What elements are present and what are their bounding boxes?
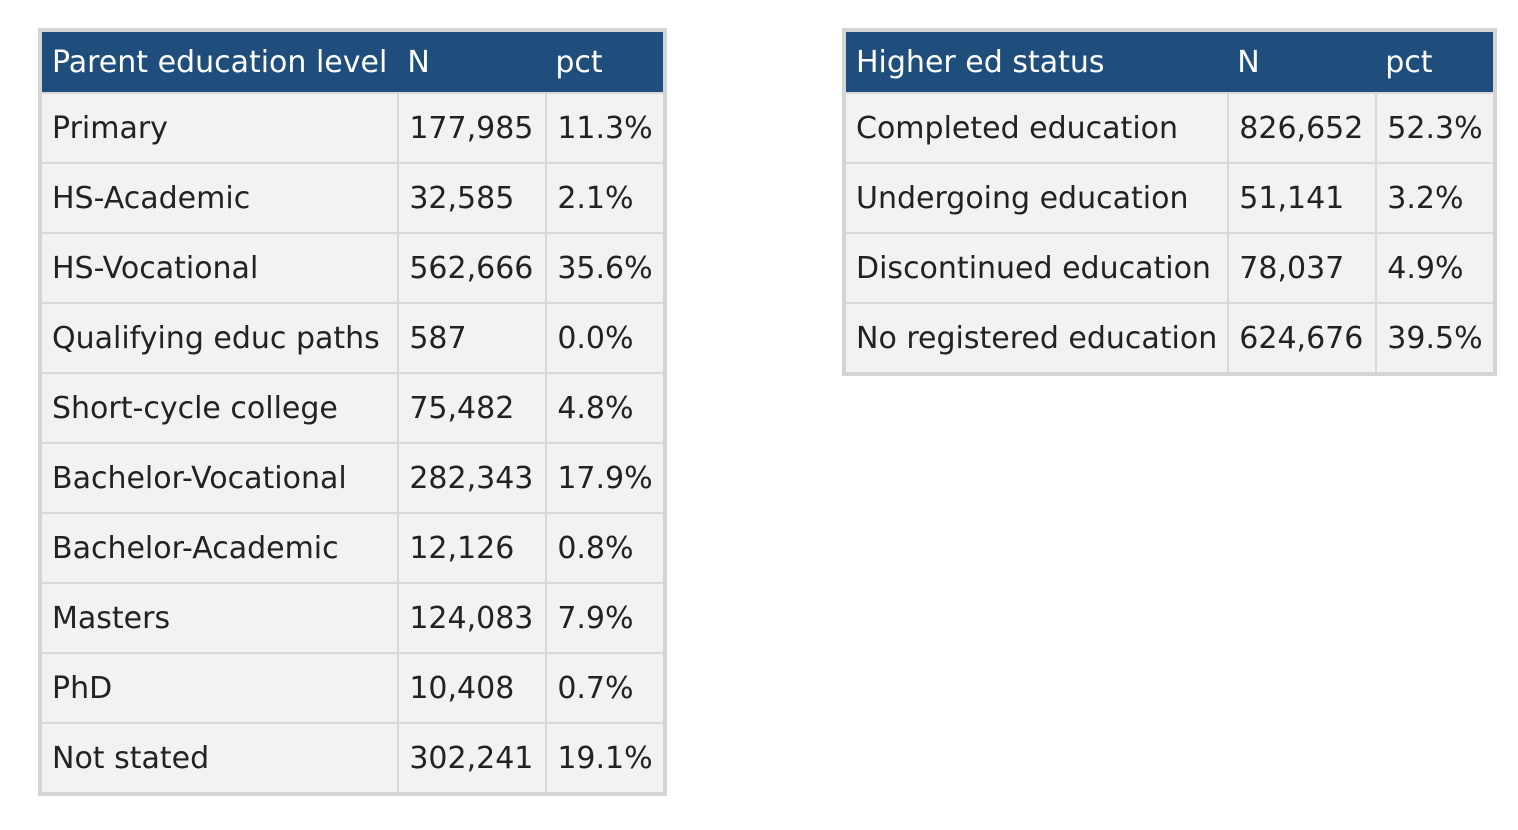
count-cell: 177,985 [397, 92, 546, 162]
count-cell: 282,343 [397, 442, 546, 512]
percent-cell: 4.8% [545, 372, 664, 442]
category-cell: HS-Vocational [42, 232, 398, 302]
column-header-n: N [1227, 32, 1376, 92]
parent-education-table-frame: Parent education level N pct Primary 177,… [38, 28, 668, 796]
category-cell: Bachelor-Vocational [42, 442, 398, 512]
table-header-row: Parent education level N pct [42, 32, 664, 92]
table-row: Bachelor-Vocational 282,343 17.9% [42, 442, 664, 512]
percent-cell: 39.5% [1375, 302, 1494, 372]
table-row: Qualifying educ paths 587 0.0% [42, 302, 664, 372]
column-header-pct: pct [545, 32, 664, 92]
higher-ed-table-frame: Higher ed status N pct Completed educati… [842, 28, 1498, 376]
column-header-n: N [397, 32, 546, 92]
count-cell: 12,126 [397, 512, 546, 582]
column-header-pct: pct [1375, 32, 1494, 92]
column-header-parent-education-level: Parent education level [42, 32, 398, 92]
category-cell: No registered education [846, 302, 1228, 372]
table-row: HS-Academic 32,585 2.1% [42, 162, 664, 232]
percent-cell: 52.3% [1375, 92, 1494, 162]
table-row: Discontinued education 78,037 4.9% [846, 232, 1494, 302]
percent-cell: 0.8% [545, 512, 664, 582]
category-cell: Discontinued education [846, 232, 1228, 302]
percent-cell: 7.9% [545, 582, 664, 652]
table-row: Not stated 302,241 19.1% [42, 722, 664, 792]
count-cell: 124,083 [397, 582, 546, 652]
column-header-higher-ed-status: Higher ed status [846, 32, 1228, 92]
count-cell: 51,141 [1227, 162, 1376, 232]
count-cell: 75,482 [397, 372, 546, 442]
category-cell: Primary [42, 92, 398, 162]
category-cell: Undergoing education [846, 162, 1228, 232]
percent-cell: 17.9% [545, 442, 664, 512]
table-row: No registered education 624,676 39.5% [846, 302, 1494, 372]
table-row: Undergoing education 51,141 3.2% [846, 162, 1494, 232]
category-cell: Qualifying educ paths [42, 302, 398, 372]
count-cell: 10,408 [397, 652, 546, 722]
percent-cell: 11.3% [545, 92, 664, 162]
higher-ed-status-table: Higher ed status N pct Completed educati… [846, 32, 1494, 372]
parent-education-table: Parent education level N pct Primary 177,… [42, 32, 664, 792]
table-row: PhD 10,408 0.7% [42, 652, 664, 722]
category-cell: PhD [42, 652, 398, 722]
count-cell: 826,652 [1227, 92, 1376, 162]
percent-cell: 0.7% [545, 652, 664, 722]
percent-cell: 2.1% [545, 162, 664, 232]
count-cell: 587 [397, 302, 546, 372]
count-cell: 32,585 [397, 162, 546, 232]
category-cell: Bachelor-Academic [42, 512, 398, 582]
table-row: Completed education 826,652 52.3% [846, 92, 1494, 162]
category-cell: Not stated [42, 722, 398, 792]
category-cell: Short-cycle college [42, 372, 398, 442]
table-row: Bachelor-Academic 12,126 0.8% [42, 512, 664, 582]
count-cell: 78,037 [1227, 232, 1376, 302]
category-cell: HS-Academic [42, 162, 398, 232]
percent-cell: 19.1% [545, 722, 664, 792]
count-cell: 624,676 [1227, 302, 1376, 372]
table-row: HS-Vocational 562,666 35.6% [42, 232, 664, 302]
table-row: Short-cycle college 75,482 4.8% [42, 372, 664, 442]
category-cell: Completed education [846, 92, 1228, 162]
percent-cell: 3.2% [1375, 162, 1494, 232]
percent-cell: 4.9% [1375, 232, 1494, 302]
percent-cell: 0.0% [545, 302, 664, 372]
table-header-row: Higher ed status N pct [846, 32, 1494, 92]
count-cell: 562,666 [397, 232, 546, 302]
category-cell: Masters [42, 582, 398, 652]
table-row: Masters 124,083 7.9% [42, 582, 664, 652]
count-cell: 302,241 [397, 722, 546, 792]
table-row: Primary 177,985 11.3% [42, 92, 664, 162]
percent-cell: 35.6% [545, 232, 664, 302]
